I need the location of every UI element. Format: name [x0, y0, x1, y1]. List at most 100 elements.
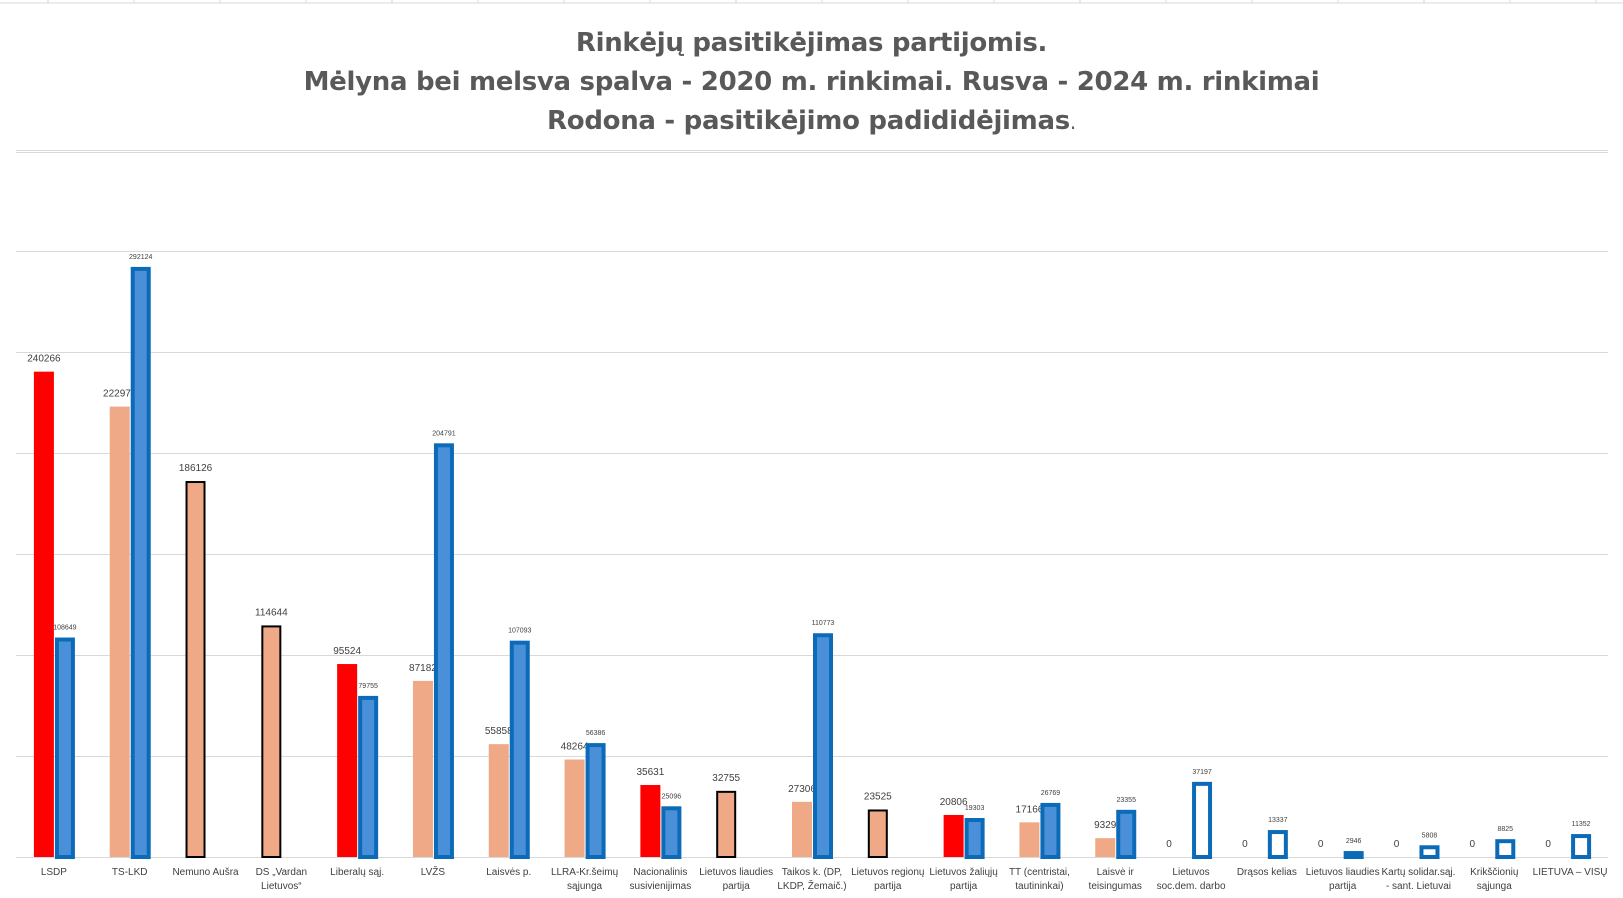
- bar-value-label: 95524: [333, 646, 361, 657]
- category-label: Nemuno Aušra: [172, 867, 239, 878]
- spreadsheet-gridlines: [0, 0, 1623, 4]
- bar-value-label-2020: 79755: [358, 683, 378, 690]
- bar-2020-hollow: [1571, 834, 1592, 860]
- category-label: Laisvė ir: [1097, 867, 1135, 878]
- bar-value-label-2020: 204791: [432, 430, 455, 437]
- bar-value-label: 240266: [27, 354, 61, 365]
- bar-value-label-2020: 108649: [53, 625, 76, 632]
- bar-value-label: 20806: [940, 797, 968, 808]
- category-label: teisingumas: [1089, 881, 1142, 892]
- bar-2024: [792, 801, 812, 857]
- bar-2024: [1095, 838, 1116, 857]
- bar-value-label: 0: [1242, 839, 1248, 850]
- bar-2024: [488, 744, 509, 857]
- bar-2020-hollow: [1495, 839, 1516, 860]
- category-label: sąjunga: [567, 881, 602, 892]
- bar-2020: [964, 818, 985, 859]
- bar-2020: [358, 695, 379, 859]
- category-label: DS „Vardan: [256, 867, 308, 878]
- category-label: Taikos k. (DP,: [782, 867, 842, 878]
- category-label: partija: [950, 881, 978, 892]
- category-label: LLRA-Kr.šeimų: [551, 867, 619, 878]
- chart-title-line-3-text: Rodona - pasitikėjimo padididėjimas: [547, 106, 1070, 136]
- bar-2024: [185, 481, 206, 858]
- bar-value-label-2020: 13337: [1268, 817, 1288, 824]
- bar-value-label: 32755: [712, 773, 740, 784]
- bar-value-label-2020: 5808: [1422, 832, 1438, 839]
- bar-increase: [943, 814, 964, 857]
- bar-value-label: 114644: [255, 607, 288, 618]
- bar-value-label-2020: 11352: [1572, 821, 1591, 828]
- bar-value-label: 0: [1394, 839, 1400, 850]
- bar-2020-hollow: [1419, 845, 1440, 859]
- category-label: Lietuvos: [1172, 867, 1209, 878]
- chart-title-line-3: Rodona - pasitikėjimo padididėjimas.: [0, 102, 1623, 142]
- bar-value-label: 222975: [103, 389, 137, 400]
- category-label: LKDP, Žemaič.): [777, 879, 846, 892]
- bar-2024: [1019, 822, 1040, 857]
- category-label: TT (centristai,: [1009, 867, 1070, 878]
- bar-2020: [813, 633, 833, 859]
- title-divider: [16, 152, 1608, 153]
- bar-value-label-2020: 19303: [965, 805, 985, 812]
- bar-value-label: 87182: [409, 663, 437, 674]
- bar-2020: [509, 640, 530, 859]
- bar-2024: [412, 680, 433, 857]
- chart-title-line-1: Rinkėjų pasitikėjimas partijomis.: [575, 28, 1048, 58]
- category-label: - sant. Lietuvai: [1386, 881, 1451, 892]
- bar-value-label: 0: [1318, 839, 1324, 850]
- bar-2020-hollow: [1192, 781, 1213, 859]
- bar-value-label: 0: [1470, 839, 1476, 850]
- bar-2020: [130, 266, 151, 859]
- bar-2024: [109, 406, 130, 857]
- bar-2020: [54, 637, 75, 859]
- bar-2024: [716, 790, 737, 858]
- bar-value-label-2020: 292124: [129, 254, 152, 261]
- category-label: Lietuvos“: [261, 881, 302, 892]
- category-label: Lietuvos liaudies: [1306, 867, 1380, 878]
- category-label: TS-LKD: [112, 867, 148, 878]
- bar-value-label: 27306: [788, 784, 816, 795]
- bar-value-label-2020: 8825: [1497, 826, 1513, 833]
- category-label: Liberalų sąj.: [330, 867, 384, 878]
- category-label: Kartų solidar.sąj.: [1382, 867, 1456, 878]
- category-label: partija: [723, 881, 751, 892]
- category-label: LSDP: [41, 867, 67, 878]
- category-label: Nacionalinis: [633, 867, 687, 878]
- bar-2024: [564, 759, 585, 857]
- bar-value-label-2020: 37197: [1192, 769, 1212, 776]
- category-label: Lietuvos žaliųjų: [929, 867, 998, 878]
- bar-value-label-2020: 2946: [1346, 838, 1362, 845]
- category-label: partija: [1329, 881, 1357, 892]
- category-label: LVŽS: [421, 865, 446, 878]
- category-label: partija: [874, 881, 902, 892]
- bar-value-label-2020: 23355: [1117, 797, 1137, 804]
- bar-2020-hollow: [1343, 851, 1364, 859]
- bar-value-label-2020: 26769: [1041, 790, 1061, 797]
- bar-value-label: 23525: [864, 791, 892, 802]
- category-label: Drąsos kelias: [1237, 867, 1297, 878]
- category-label: sąjunga: [1477, 881, 1512, 892]
- bar-value-label: 17166: [1016, 804, 1044, 815]
- category-label: susivienijimas: [630, 881, 692, 892]
- category-label: Lietuvos liaudies: [699, 867, 773, 878]
- bar-increase: [33, 371, 54, 857]
- bar-2024: [867, 809, 888, 858]
- bar-value-label: 35631: [636, 767, 664, 778]
- bar-increase: [337, 664, 358, 857]
- bar-value-label-2020: 56386: [586, 730, 606, 737]
- bar-2020: [433, 443, 454, 859]
- category-label: soc.dem. darbo: [1157, 881, 1226, 892]
- chart-title-period: .: [1069, 110, 1076, 134]
- bar-value-label: 9329: [1094, 820, 1117, 831]
- bar-value-label: 55858: [485, 726, 513, 737]
- category-label: tautininkai): [1015, 881, 1063, 892]
- chart-title-line-2: Mėlyna bei melsva spalva - 2020 m. rinki…: [303, 67, 1320, 97]
- chart-title: Rinkėjų pasitikėjimas partijomis. Mėlyna…: [0, 24, 1623, 142]
- category-label: Krikščionių: [1470, 867, 1519, 878]
- category-label: Laisvės p.: [486, 867, 531, 878]
- bar-2020: [1040, 802, 1061, 860]
- bar-value-label: 186126: [179, 463, 213, 474]
- category-label: Lietuvos regionų: [851, 867, 925, 878]
